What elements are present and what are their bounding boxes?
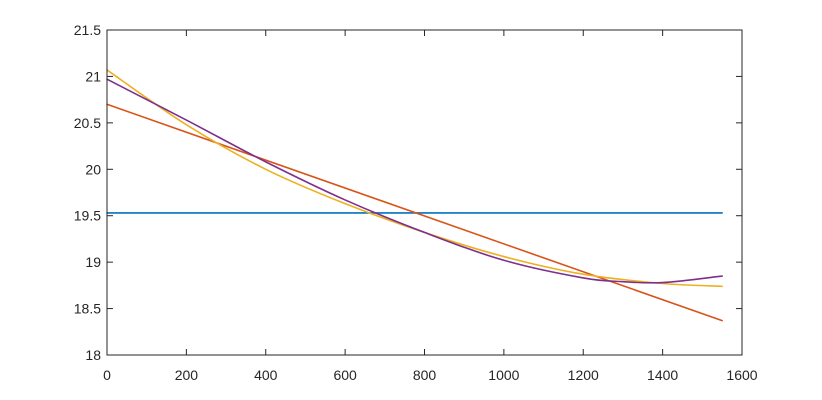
ticks-layer: 0 200 400 600 800 1000 1200 1400 1600 18 18.5 19 19.… bbox=[74, 22, 758, 383]
x-tick-label: 1400 bbox=[647, 367, 678, 383]
y-tick-label: 21 bbox=[85, 68, 101, 84]
x-tick-label: 0 bbox=[103, 367, 111, 383]
x-tick-label: 1600 bbox=[726, 367, 757, 383]
y-tick-label: 20 bbox=[85, 161, 101, 177]
y-tick-label: 18 bbox=[85, 347, 101, 363]
y-tick-label: 19.5 bbox=[74, 208, 101, 224]
y-tick-label: 18.5 bbox=[74, 301, 101, 317]
x-tick-label: 1200 bbox=[568, 367, 599, 383]
series-line-2 bbox=[106, 103, 723, 322]
series-layer bbox=[106, 69, 723, 322]
x-tick-label: 1000 bbox=[488, 367, 519, 383]
plot-area-frame bbox=[106, 29, 743, 356]
x-tick-label: 600 bbox=[333, 367, 357, 383]
y-tick-label: 19 bbox=[85, 254, 101, 270]
x-tick-label: 200 bbox=[175, 367, 199, 383]
series-line-3 bbox=[106, 69, 723, 288]
y-tick-label: 20.5 bbox=[74, 115, 101, 131]
y-tick-label: 21.5 bbox=[74, 22, 101, 38]
x-tick-label: 400 bbox=[254, 367, 278, 383]
series-line-4 bbox=[106, 78, 723, 284]
x-tick-label: 800 bbox=[413, 367, 437, 383]
